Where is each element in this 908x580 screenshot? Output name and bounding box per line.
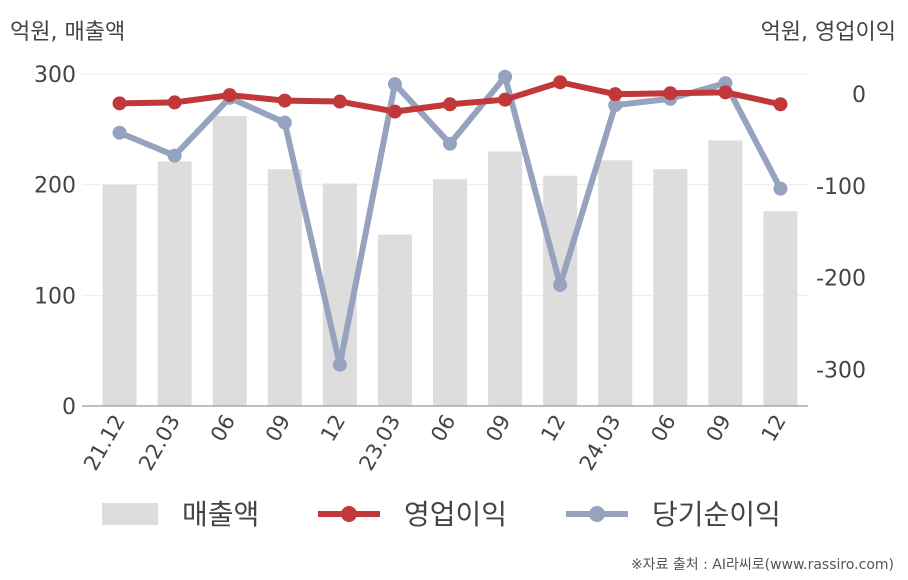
- bar-0: [102, 184, 137, 406]
- legend-marker: [341, 506, 357, 522]
- left-tick-label: 100: [34, 284, 76, 309]
- bar-7: [488, 151, 523, 406]
- point-영업이익: [222, 88, 237, 103]
- bar-10: [653, 169, 688, 406]
- point-당기순이익: [167, 148, 182, 163]
- legend-swatch: [102, 503, 158, 525]
- point-당기순이익: [443, 136, 457, 151]
- point-영업이익: [773, 97, 788, 112]
- bar-3: [267, 169, 302, 406]
- point-영업이익: [443, 97, 457, 112]
- bar-2: [212, 116, 247, 406]
- right-axis-title: 억원, 영업이익: [760, 20, 896, 45]
- legend-label: 영업이익: [404, 498, 507, 531]
- point-당기순이익: [553, 277, 568, 292]
- point-영업이익: [553, 75, 568, 90]
- x-tick-label: 23.03: [354, 411, 405, 475]
- source-note: ※자료 출처 : AI라씨로(www.rassiro.com): [630, 557, 894, 573]
- left-tick-label: 0: [62, 395, 76, 420]
- point-영업이익: [387, 104, 402, 119]
- x-tick-label: 12: [316, 411, 350, 446]
- left-tick-label: 300: [34, 63, 76, 88]
- point-영업이익: [167, 95, 182, 110]
- legend-label: 매출액: [182, 498, 259, 531]
- point-당기순이익: [387, 77, 402, 92]
- bar-12: [763, 211, 798, 406]
- x-tick-label: 09: [702, 411, 736, 446]
- x-tick-label: 06: [646, 411, 680, 446]
- bar-11: [708, 140, 743, 406]
- point-당기순이익: [332, 357, 347, 372]
- x-tick-label: 06: [426, 411, 460, 446]
- x-tick-label: 12: [757, 411, 791, 446]
- point-영업이익: [498, 92, 513, 107]
- bar-6: [433, 179, 467, 406]
- point-당기순이익: [608, 98, 623, 113]
- x-tick-label: 09: [481, 410, 515, 445]
- x-tick-label: 12: [536, 411, 570, 446]
- point-영업이익: [277, 93, 292, 108]
- bar-9: [598, 160, 633, 406]
- point-영업이익: [718, 85, 733, 100]
- point-영업이익: [112, 96, 127, 111]
- point-당기순이익: [112, 125, 127, 140]
- point-당기순이익: [498, 69, 513, 84]
- point-영업이익: [332, 94, 347, 109]
- left-tick-label: 200: [34, 174, 76, 199]
- x-tick-label: 24.03: [575, 411, 626, 475]
- x-tick-label: 21.12: [79, 411, 130, 475]
- point-당기순이익: [277, 115, 292, 130]
- legend-label: 당기순이익: [652, 498, 781, 531]
- right-tick-label: -200: [816, 267, 866, 292]
- point-영업이익: [663, 86, 678, 101]
- x-tick-label: 09: [261, 411, 295, 446]
- bar-1: [157, 161, 192, 406]
- right-tick-label: -300: [816, 358, 866, 383]
- point-영업이익: [608, 87, 623, 102]
- point-당기순이익: [773, 181, 788, 196]
- x-tick-label: 22.03: [134, 411, 185, 475]
- right-tick-label: 0: [852, 83, 866, 108]
- x-tick-label: 06: [206, 411, 240, 446]
- right-tick-label: -100: [816, 175, 866, 200]
- left-axis-title: 억원, 매출액: [10, 20, 126, 45]
- legend-marker: [589, 506, 605, 522]
- bar-5: [377, 234, 412, 406]
